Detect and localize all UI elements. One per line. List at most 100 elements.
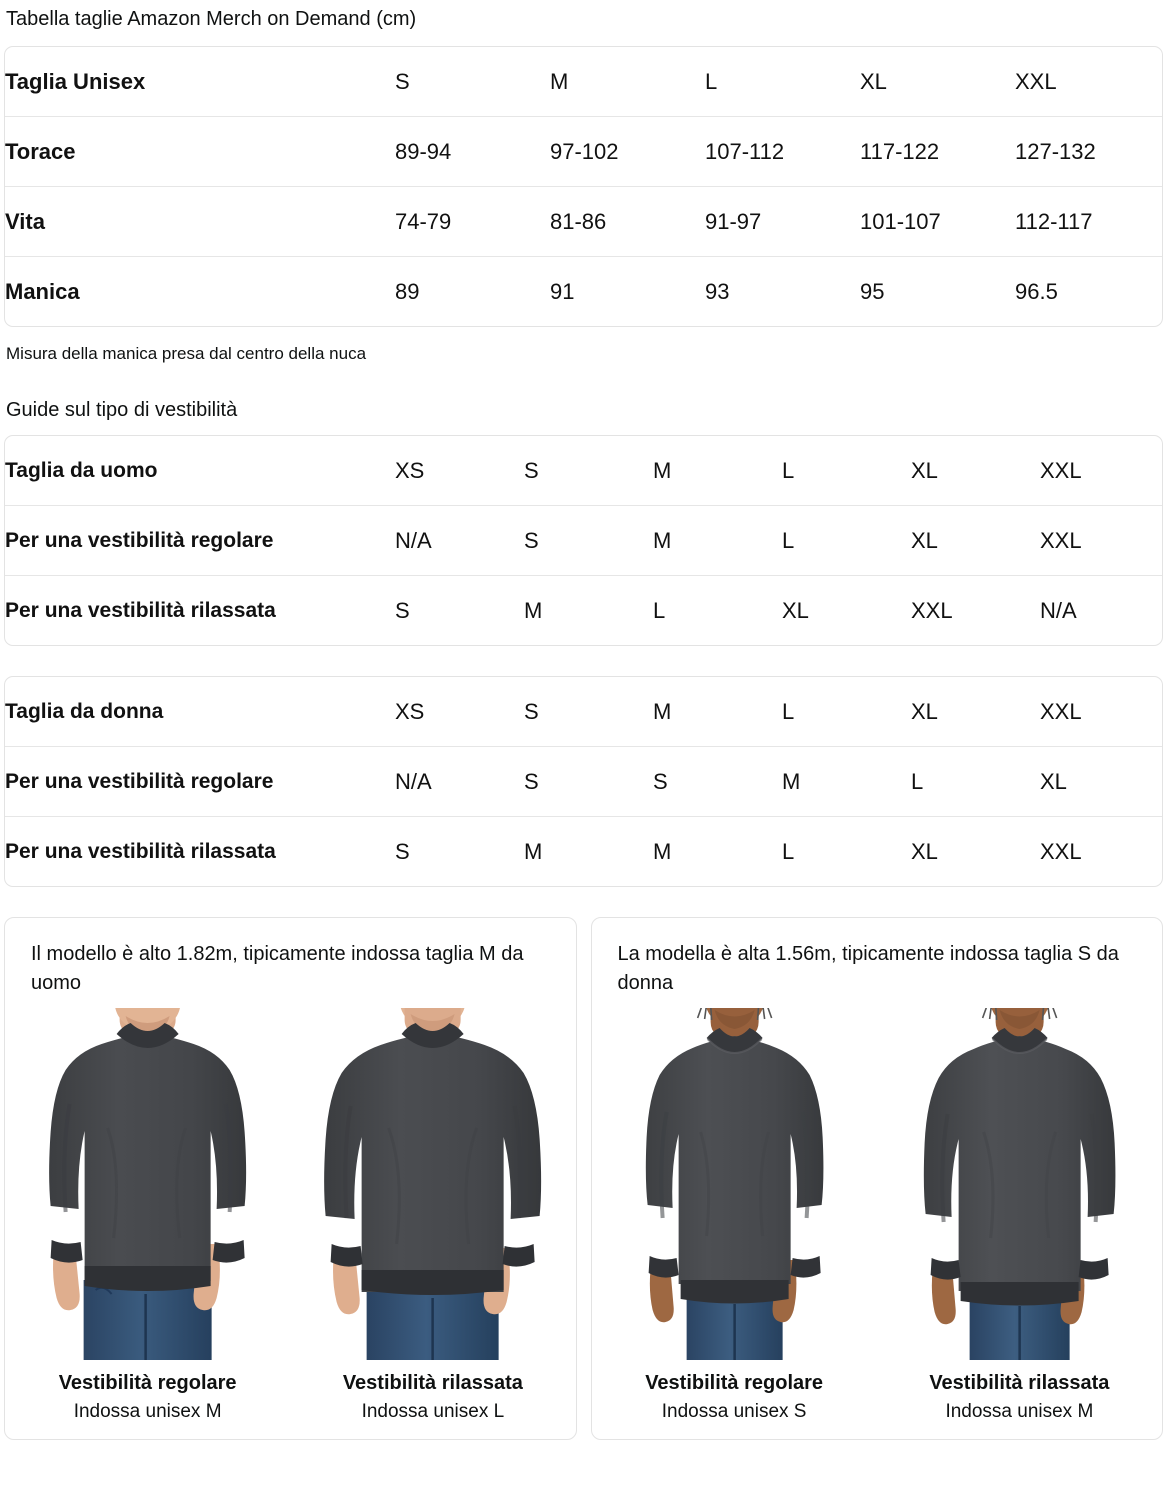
- table-row: Per una vestibilità rilassata S M M L XL…: [5, 816, 1162, 886]
- table-row: Taglia da donna XS S M L XL XXL: [5, 677, 1162, 747]
- cell-torace-s: 89-94: [395, 116, 550, 187]
- womens-column-header-xs: XS: [395, 698, 425, 724]
- mens-column-header-xxl: XXL: [1040, 457, 1082, 483]
- mens-relaxed-m: L: [653, 575, 782, 645]
- mens-column-header-m: M: [653, 457, 672, 483]
- row-label-torace: Torace: [5, 116, 395, 187]
- column-header-l: L: [705, 68, 718, 94]
- womens-regular-s: S: [524, 746, 653, 817]
- page-title: Tabella taglie Amazon Merch on Demand (c…: [6, 8, 417, 30]
- male-relaxed-wears-label: Indossa unisex L: [361, 1401, 505, 1422]
- unisex-size-table: Taglia Unisex S M L XL XXL Torace 89-94 …: [5, 47, 1162, 326]
- table-row: Per una vestibilità regolare N/A S S M L…: [5, 746, 1162, 817]
- mens-regular-xl: XL: [911, 505, 1040, 576]
- female-relaxed-fit-label: Vestibilità rilassata: [929, 1372, 1110, 1394]
- cell-torace-xl: 117-122: [860, 116, 1015, 187]
- mens-regular-xxl: XXL: [1040, 505, 1162, 576]
- womens-regular-xs: N/A: [395, 746, 524, 817]
- table-row: Manica 89 91 93 95 96.5: [5, 256, 1162, 326]
- unisex-size-header-label: Taglia Unisex: [5, 68, 146, 94]
- mens-regular-l: L: [782, 505, 911, 576]
- female-relaxed-wears-label: Indossa unisex M: [945, 1401, 1094, 1422]
- sleeve-measurement-note: Misura della manica presa dal centro del…: [6, 344, 367, 363]
- female-regular-figure: Vestibilità regolare Indossa unisex S: [592, 1008, 877, 1439]
- womens-fit-header-label: Taglia da donna: [5, 699, 164, 723]
- column-header-s: S: [395, 68, 410, 94]
- womens-relaxed-m: M: [653, 816, 782, 886]
- table-row: Taglia Unisex S M L XL XXL: [5, 47, 1162, 117]
- row-label-manica: Manica: [5, 256, 395, 326]
- mens-column-header-l: L: [782, 457, 795, 483]
- male-regular-figure: Vestibilità regolare Indossa unisex M: [5, 1008, 290, 1439]
- mens-column-header-xs: XS: [395, 457, 425, 483]
- unisex-size-table-card: Taglia Unisex S M L XL XXL Torace 89-94 …: [4, 46, 1163, 327]
- womens-row-label-regular: Per una vestibilità regolare: [5, 746, 395, 817]
- cell-manica-xl: 95: [860, 256, 1015, 326]
- female-regular-fit-label: Vestibilità regolare: [645, 1372, 824, 1394]
- mens-column-header-s: S: [524, 457, 539, 483]
- mens-row-label-relaxed: Per una vestibilità rilassata: [5, 575, 395, 645]
- size-chart-page: Tabella taglie Amazon Merch on Demand (c…: [0, 6, 1167, 1506]
- cell-torace-l: 107-112: [705, 116, 860, 187]
- table-row: Torace 89-94 97-102 107-112 117-122 127-…: [5, 116, 1162, 187]
- cell-vita-xxl: 112-117: [1015, 186, 1162, 257]
- womens-regular-l: M: [782, 746, 911, 817]
- cell-torace-m: 97-102: [550, 116, 705, 187]
- mens-regular-s: S: [524, 505, 653, 576]
- mens-relaxed-xl: XXL: [911, 575, 1040, 645]
- cell-torace-xxl: 127-132: [1015, 116, 1162, 187]
- row-label-vita: Vita: [5, 186, 395, 257]
- mens-relaxed-xxl: N/A: [1040, 575, 1162, 645]
- column-header-xxl: XXL: [1015, 68, 1057, 94]
- fit-guides-heading: Guide sul tipo di vestibilità: [6, 399, 238, 421]
- male-relaxed-figure: Vestibilità rilassata Indossa unisex L: [290, 1008, 575, 1439]
- mens-column-header-xl: XL: [911, 457, 938, 483]
- mens-regular-xs: N/A: [395, 505, 524, 576]
- cell-vita-m: 81-86: [550, 186, 705, 257]
- cell-vita-l: 91-97: [705, 186, 860, 257]
- womens-column-header-l: L: [782, 698, 795, 724]
- table-spacer: [0, 646, 1167, 676]
- male-relaxed-fit-label: Vestibilità rilassata: [342, 1372, 523, 1394]
- mens-fit-table: Taglia da uomo XS S M L XL XXL Per una v…: [5, 436, 1162, 645]
- mens-row-label-regular: Per una vestibilità regolare: [5, 505, 395, 576]
- table-row: Taglia da uomo XS S M L XL XXL: [5, 436, 1162, 506]
- table-row: Vita 74-79 81-86 91-97 101-107 112-117: [5, 186, 1162, 257]
- male-model-panel: Il modello è alto 1.82m, tipicamente ind…: [4, 917, 577, 1440]
- cell-manica-l: 93: [705, 256, 860, 326]
- womens-fit-table: Taglia da donna XS S M L XL XXL Per una …: [5, 677, 1162, 886]
- womens-column-header-s: S: [524, 698, 539, 724]
- mens-relaxed-s: M: [524, 575, 653, 645]
- mens-fit-table-card: Taglia da uomo XS S M L XL XXL Per una v…: [4, 435, 1163, 646]
- column-header-xl: XL: [860, 68, 887, 94]
- female-model-description: La modella è alta 1.56m, tipicamente ind…: [617, 943, 1119, 994]
- column-header-m: M: [550, 68, 569, 94]
- womens-regular-xxl: XL: [1040, 746, 1162, 817]
- womens-relaxed-xxl: XXL: [1040, 816, 1162, 886]
- cell-manica-s: 89: [395, 256, 550, 326]
- cell-vita-xl: 101-107: [860, 186, 1015, 257]
- table-row: Per una vestibilità rilassata S M L XL X…: [5, 575, 1162, 645]
- womens-column-header-xxl: XXL: [1040, 698, 1082, 724]
- female-relaxed-photo: [877, 1008, 1162, 1360]
- womens-fit-table-card: Taglia da donna XS S M L XL XXL Per una …: [4, 676, 1163, 887]
- cell-manica-m: 91: [550, 256, 705, 326]
- womens-regular-xl: L: [911, 746, 1040, 817]
- womens-column-header-xl: XL: [911, 698, 938, 724]
- table-row: Per una vestibilità regolare N/A S M L X…: [5, 505, 1162, 576]
- womens-relaxed-s: M: [524, 816, 653, 886]
- cell-manica-xxl: 96.5: [1015, 256, 1162, 326]
- male-regular-wears-label: Indossa unisex M: [73, 1401, 222, 1422]
- womens-relaxed-l: L: [782, 816, 911, 886]
- cell-vita-s: 74-79: [395, 186, 550, 257]
- male-relaxed-photo: [290, 1008, 575, 1360]
- mens-relaxed-xs: S: [395, 575, 524, 645]
- womens-relaxed-xl: XL: [911, 816, 1040, 886]
- female-regular-wears-label: Indossa unisex S: [661, 1401, 807, 1422]
- male-regular-fit-label: Vestibilità regolare: [58, 1372, 237, 1394]
- model-panels: Il modello è alto 1.82m, tipicamente ind…: [4, 917, 1163, 1440]
- womens-row-label-relaxed: Per una vestibilità rilassata: [5, 816, 395, 886]
- female-model-panel: La modella è alta 1.56m, tipicamente ind…: [590, 917, 1163, 1440]
- female-relaxed-figure: Vestibilità rilassata Indossa unisex M: [877, 1008, 1162, 1439]
- female-figure-row: Vestibilità regolare Indossa unisex S: [592, 1008, 1163, 1439]
